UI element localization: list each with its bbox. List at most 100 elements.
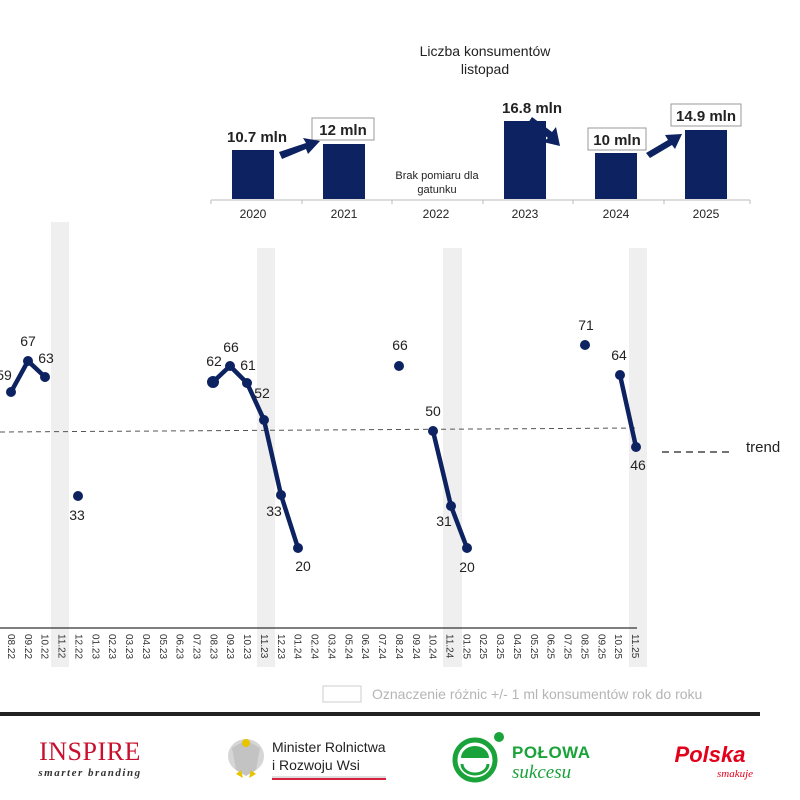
- point-label: 64: [611, 347, 627, 363]
- x-axis-label: 06.24: [359, 634, 370, 659]
- x-axis-label: 06.25: [545, 634, 556, 659]
- x-axis-label: 10.23: [241, 634, 252, 659]
- year-label-2025: 2025: [693, 207, 720, 221]
- point-label: 52: [254, 385, 270, 401]
- logo-inspire: INSPIRE smarter branding: [37, 737, 141, 779]
- year-label-2021: 2021: [331, 207, 358, 221]
- logo-polska-smakuje: Polska smakuje: [675, 742, 754, 780]
- x-axis-label: 05.23: [157, 634, 168, 659]
- value-label-2021: 12 mln: [319, 122, 367, 139]
- value-label-2020: 10.7 mln: [227, 129, 287, 146]
- x-axis-label: 01.24: [292, 634, 303, 659]
- x-axis-label: 07.25: [562, 634, 573, 659]
- arrow-down-icon: [528, 117, 560, 146]
- point-label: 66: [392, 337, 408, 353]
- x-axis-label: 10.25: [612, 634, 623, 659]
- value-label-2025: 14.9 mln: [676, 108, 736, 125]
- bar-2025: [685, 130, 727, 199]
- point-label: 50: [425, 403, 441, 419]
- trend-legend-label: trend: [746, 439, 780, 456]
- inspire-wordmark: INSPIRE: [39, 737, 141, 766]
- x-axis-label: 08.23: [207, 634, 218, 659]
- x-axis-label: 02.25: [477, 634, 488, 659]
- x-axis-label: 03.23: [123, 634, 134, 659]
- polska-wordmark: Polska: [675, 742, 746, 767]
- green-circle-icon: [452, 732, 504, 783]
- smakuje-wordmark: smakuje: [717, 768, 753, 780]
- footer-separator: [0, 712, 760, 716]
- point-label: 46: [630, 457, 646, 473]
- bar-chart-title: Liczba konsumentów: [420, 43, 552, 59]
- point-label: 59: [0, 367, 12, 383]
- value-box-2021: [311, 117, 375, 141]
- x-axis-label: 07.24: [376, 634, 387, 659]
- point-label: 61: [240, 357, 256, 373]
- x-axis-label: 01.25: [460, 634, 471, 659]
- bar-chart-subtitle: listopad: [461, 61, 509, 77]
- bar-axis-ticks: [210, 200, 751, 204]
- x-axis-label: 03.25: [494, 634, 505, 659]
- series-points: [6, 340, 641, 553]
- value-label-2024: 10 mln: [593, 132, 641, 149]
- x-axis-label: 12.23: [275, 634, 286, 659]
- x-axis-label: 09.22: [22, 634, 33, 659]
- point-label: 20: [459, 559, 475, 575]
- x-axis-label: 11.25: [629, 634, 640, 659]
- x-axis-label: 03.24: [325, 634, 336, 659]
- bar-chart: Liczba konsumentów listopad 2020 2021 20…: [210, 43, 751, 221]
- x-axis-label: 11.23: [258, 634, 269, 659]
- x-axis-label: 08.25: [578, 634, 589, 659]
- bar-2024: [595, 153, 637, 199]
- x-axis-label: 08.24: [393, 634, 404, 659]
- polowa-wordmark: POŁOWA: [512, 743, 591, 762]
- x-axis-label: 05.25: [528, 634, 539, 659]
- point-label: 67: [20, 333, 36, 349]
- no-data-note-line1: Brak pomiaru dla: [395, 170, 479, 182]
- line-chart: 08.22 09.22 10.22 11.22 12.22 01.23 02.23 03.23…: [0, 222, 780, 667]
- x-axis-label: 04.23: [140, 634, 151, 659]
- x-axis-label: 09.23: [224, 634, 235, 659]
- point-label: 33: [69, 507, 85, 523]
- arrow-up-icon: [646, 134, 682, 158]
- sukcesu-wordmark: sukcesu: [512, 762, 571, 783]
- point-label: 31: [436, 513, 452, 529]
- year-label-2023: 2023: [512, 207, 539, 221]
- value-label-2023: 16.8 mln: [502, 100, 562, 117]
- eagle-emblem-icon: [228, 739, 264, 778]
- x-axis-label: 10.22: [39, 634, 50, 659]
- logo-polowa-sukcesu: POŁOWA sukcesu: [452, 732, 591, 783]
- x-axis-label: 02.24: [309, 634, 320, 659]
- x-axis-label: 01.23: [89, 634, 100, 659]
- x-axis-label: 04.25: [511, 634, 522, 659]
- point-label: 33: [266, 503, 282, 519]
- x-axis-label: 06.23: [174, 634, 185, 659]
- series-lines: [8, 358, 639, 551]
- value-box-2024: [587, 127, 647, 151]
- no-data-note-line2: gatunku: [417, 184, 456, 196]
- x-axis-label: 08.22: [5, 634, 16, 659]
- year-label-2020: 2020: [240, 207, 267, 221]
- point-label: 66: [223, 339, 239, 355]
- point-label: 62: [206, 353, 222, 369]
- ministry-line1: Minister Rolnictwa: [272, 739, 386, 755]
- ministry-line2: i Rozwoju Wsi: [272, 757, 360, 773]
- x-axis-label: 09.25: [595, 634, 606, 659]
- bar-2021: [323, 144, 365, 199]
- x-axis-label: 12.22: [72, 634, 83, 659]
- x-axis-label: 07.23: [191, 634, 202, 659]
- point-label: 63: [38, 350, 54, 366]
- logo-ministry: Minister Rolnictwa i Rozwoju Wsi: [228, 739, 386, 780]
- trend-arrows: [279, 117, 682, 159]
- band-legend-label: Oznaczenie różnic +/- 1 ml konsumentów r…: [372, 686, 702, 702]
- x-axis-label: 11.22: [56, 634, 67, 659]
- bar-2020: [232, 150, 274, 199]
- bar-2023: [504, 121, 546, 199]
- highlight-bands: [51, 222, 647, 667]
- x-axis-labels: 08.22 09.22 10.22 11.22 12.22 01.23 02.23 03.23…: [5, 634, 640, 659]
- point-label: 20: [295, 558, 311, 574]
- x-axis-label: 05.24: [342, 634, 353, 659]
- arrow-up-icon: [279, 138, 320, 159]
- band-legend-swatch: [322, 685, 362, 703]
- year-label-2024: 2024: [603, 207, 630, 221]
